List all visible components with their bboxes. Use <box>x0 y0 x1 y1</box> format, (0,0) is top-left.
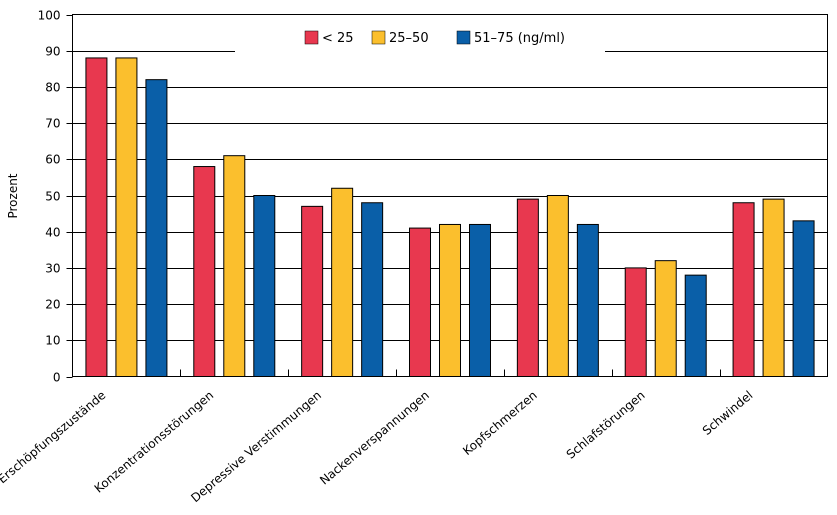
y-tick-label: 40 <box>45 226 60 240</box>
y-tick-label: 90 <box>45 45 60 59</box>
y-axis-ticks: 0 10 20 30 40 50 60 70 80 90 100 <box>38 9 73 385</box>
bar-2-4 <box>439 223 461 377</box>
bar-1-3 <box>301 205 324 377</box>
bar-1-4 <box>409 227 431 377</box>
bar-1-1 <box>85 57 108 377</box>
y-tick-label: 80 <box>45 81 60 95</box>
legend-label: 51–75 (ng/ml) <box>474 31 565 46</box>
bar-2-3 <box>331 187 354 377</box>
legend-swatch <box>456 30 471 45</box>
y-tick-label: 10 <box>45 334 60 348</box>
bar-3-3 <box>361 202 384 377</box>
bar-1-2 <box>193 166 216 377</box>
bar-3-2 <box>253 195 276 377</box>
legend-swatch <box>371 30 386 45</box>
bar-2-2 <box>223 155 246 377</box>
y-tick-label: 20 <box>45 298 60 312</box>
bar-2-6 <box>654 260 677 377</box>
y-tick-label: 70 <box>45 117 60 131</box>
legend-swatch <box>304 30 319 45</box>
category-labels: ErschöpfungszuständeKonzentrationsstörun… <box>0 388 755 505</box>
bar-2-1 <box>115 57 138 377</box>
category-label: Kopfschmerzen <box>460 388 540 458</box>
legend-label: 25–50 <box>389 31 429 46</box>
category-label: Konzentrationsstörungen <box>92 388 217 496</box>
y-axis-label: Prozent <box>6 173 20 218</box>
y-tick-label: 100 <box>38 9 61 23</box>
y-tick-label: 0 <box>53 371 61 385</box>
category-label: Erschöpfungszustände <box>0 388 108 486</box>
y-tick-label: 50 <box>45 190 60 204</box>
legend-background <box>235 22 605 52</box>
y-tick-label: 60 <box>45 153 60 167</box>
bar-2-5 <box>546 195 569 377</box>
x-axis <box>180 369 721 377</box>
bar-1-6 <box>624 267 647 377</box>
bar-3-7 <box>792 220 815 377</box>
bar-2-7 <box>762 198 785 377</box>
bar-3-6 <box>684 274 707 378</box>
y-tick-label: 30 <box>45 262 60 276</box>
legend-label: < 25 <box>322 31 354 46</box>
bar-3-1 <box>145 79 168 377</box>
plot-frame <box>72 14 828 377</box>
bar-1-7 <box>732 202 755 377</box>
bars <box>85 57 815 378</box>
bar-1-5 <box>516 198 539 377</box>
category-label: Nackenverspannungen <box>317 388 432 487</box>
category-label: Schlafstörungen <box>564 388 648 462</box>
legend: < 25 25–50 51–75 (ng/ml) <box>235 22 605 52</box>
category-label: Schwindel <box>700 388 756 438</box>
bar-3-5 <box>576 223 599 377</box>
bar-3-4 <box>469 223 491 377</box>
category-label: Depressive Verstimmungen <box>188 388 324 505</box>
